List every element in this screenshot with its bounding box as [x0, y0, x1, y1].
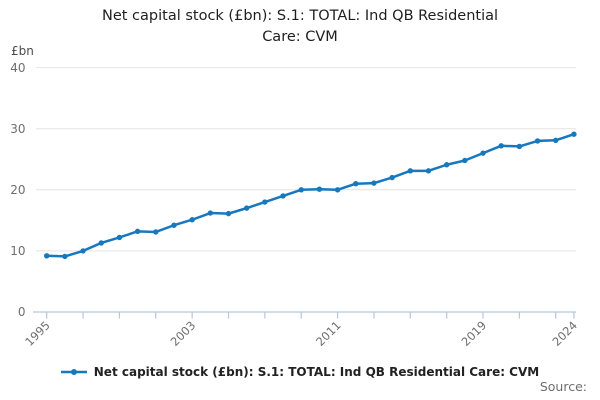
y-tick-label: 0 [18, 305, 26, 319]
data-point-marker [207, 210, 214, 216]
legend-line-with-dot-icon [60, 369, 87, 375]
data-point-marker [498, 143, 504, 149]
data-line [45, 132, 576, 258]
data-point-marker [98, 240, 104, 246]
data-point-marker [298, 187, 304, 193]
data-point-marker [443, 162, 450, 168]
data-point-marker [462, 157, 468, 164]
x-tick-label: 2024 [549, 318, 580, 349]
y-tick-label: 40 [10, 61, 25, 75]
data-point-marker [44, 253, 50, 259]
x-tick-label: 1995 [22, 318, 53, 349]
data-point-marker [425, 168, 432, 174]
y-tick-label: 30 [10, 122, 25, 136]
data-point-marker [116, 234, 123, 241]
data-point-marker [62, 253, 68, 260]
x-tick-label: 2011 [313, 318, 344, 349]
y-tick-label: 20 [10, 183, 25, 197]
source-label: Source: [539, 379, 587, 394]
data-point-marker [389, 174, 395, 181]
data-point-marker [534, 138, 541, 144]
legend-label: Net capital stock (£bn): S.1: TOTAL: Ind… [93, 365, 540, 379]
data-point-marker [516, 143, 523, 150]
data-point-marker [153, 229, 159, 235]
x-tick-label: 2019 [459, 318, 490, 349]
data-point-marker [371, 180, 377, 186]
chart-title-line-1: Net capital stock (£bn): S.1: TOTAL: Ind… [101, 8, 499, 24]
legend-dot [70, 369, 77, 375]
data-point-marker [334, 187, 341, 193]
data-point-marker [316, 186, 323, 192]
y-tick-label: 10 [10, 244, 25, 258]
data-point-marker [243, 205, 250, 211]
chart-title: Net capital stock (£bn): S.1: TOTAL: Ind… [0, 6, 600, 48]
data-point-marker [134, 228, 141, 235]
data-point-marker [225, 210, 232, 217]
legend: Net capital stock (£bn): S.1: TOTAL: Ind… [0, 362, 600, 382]
data-point-marker [80, 248, 86, 254]
data-point-marker [480, 150, 486, 156]
data-point-marker [353, 180, 359, 187]
data-point-marker [280, 193, 286, 199]
data-point-marker [553, 137, 559, 144]
y-axis-unit-label: £bn [11, 44, 34, 58]
x-tick-label: 2003 [168, 318, 199, 349]
chart-title-line-2: Care: CVM [262, 29, 338, 45]
data-point-marker [189, 217, 195, 223]
data-point-marker [171, 222, 177, 228]
data-point-marker [407, 168, 413, 174]
data-point-marker [571, 131, 577, 137]
data-point-marker [262, 199, 268, 205]
